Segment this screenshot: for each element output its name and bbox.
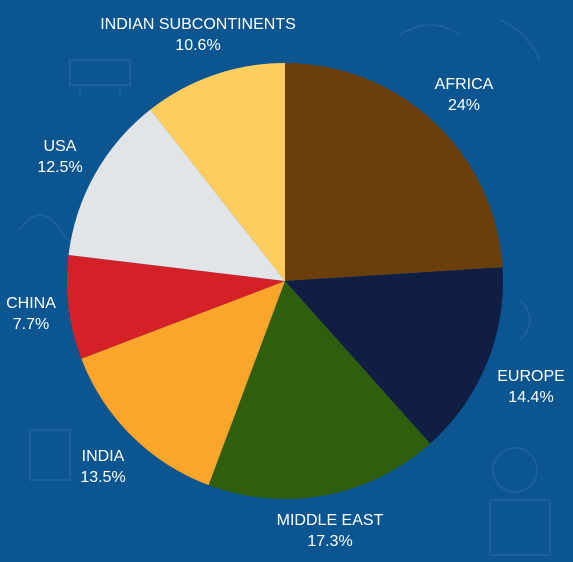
slice-label-value: 7.7% [12,316,50,333]
slice-label: USA 12.5% [37,136,82,178]
pie-slice-indian-subcontinents [150,63,285,281]
slice-label: EUROPE 14.4% [497,366,565,408]
slice-label-name: MIDDLE EAST [276,512,384,529]
pie-slice-india [81,281,286,486]
slice-label: INDIA 13.5% [80,446,125,488]
background-doodles [19,19,551,556]
slice-label: MIDDLE EAST 17.3% [277,510,384,552]
slice-label-name: INDIAN SUBCONTINENTS [100,16,296,33]
slice-label-name: CHINA [6,295,56,312]
slice-label: INDIAN SUBCONTINENTS 10.6% [100,14,296,56]
slice-label-name: USA [43,138,77,155]
slice-label: CHINA 7.7% [6,293,56,335]
pie-slices [67,63,503,499]
slice-label-value: 13.5% [80,469,126,486]
pie-slice-china [67,255,285,359]
slice-label-name: EUROPE [497,368,565,385]
pie-slice-usa [68,109,285,282]
slice-label-value: 12.5% [37,159,83,176]
slice-label-name: INDIA [81,448,125,465]
slice-label-value: 24% [447,97,481,114]
slice-label-value: 14.4% [508,389,554,406]
pie-slice-africa [285,63,503,281]
slice-label-value: 10.6% [175,37,221,54]
slice-label-name: AFRICA [434,76,494,93]
pie-slice-middle-east [208,281,431,499]
slice-label: AFRICA 24% [435,74,494,116]
slice-label-value: 17.3% [307,533,353,550]
pie-slice-europe [285,267,503,444]
